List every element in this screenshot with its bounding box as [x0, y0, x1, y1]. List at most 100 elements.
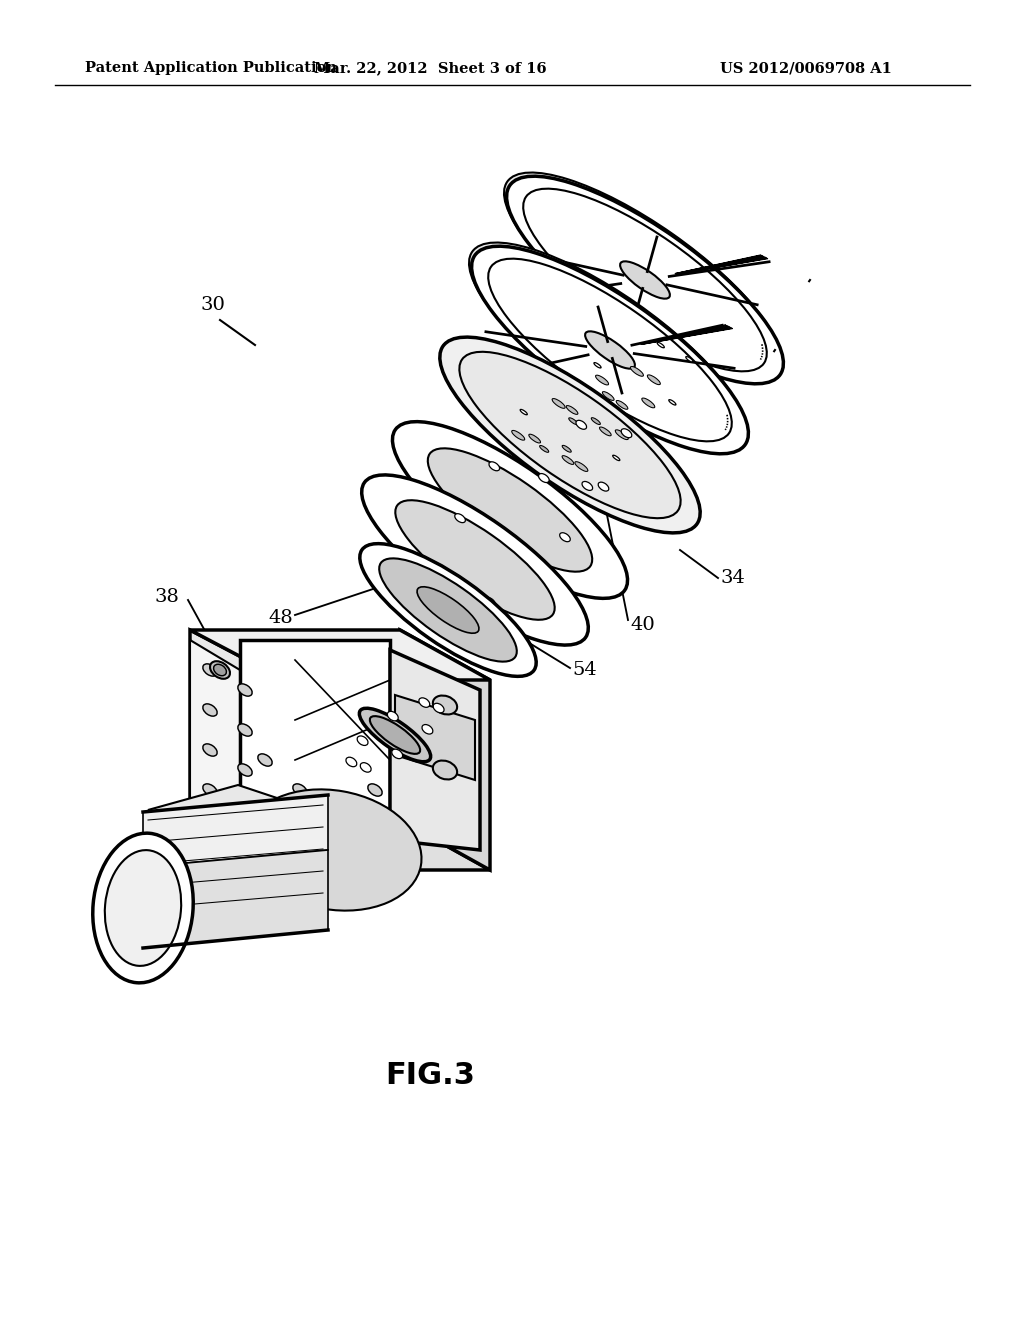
Polygon shape — [395, 696, 475, 780]
Ellipse shape — [642, 399, 654, 408]
Ellipse shape — [631, 367, 643, 376]
Ellipse shape — [238, 723, 252, 737]
Ellipse shape — [497, 494, 510, 503]
Ellipse shape — [370, 717, 420, 754]
Polygon shape — [677, 259, 768, 275]
Ellipse shape — [507, 176, 783, 384]
Ellipse shape — [460, 352, 681, 519]
Polygon shape — [642, 329, 733, 345]
Polygon shape — [675, 256, 763, 273]
Ellipse shape — [357, 630, 368, 639]
Ellipse shape — [616, 400, 628, 409]
Ellipse shape — [368, 784, 382, 796]
Polygon shape — [148, 785, 418, 870]
Ellipse shape — [433, 591, 444, 599]
Ellipse shape — [104, 850, 181, 966]
Ellipse shape — [245, 789, 422, 911]
Ellipse shape — [419, 698, 430, 708]
Ellipse shape — [238, 764, 252, 776]
Ellipse shape — [440, 337, 700, 533]
Ellipse shape — [417, 587, 479, 634]
Ellipse shape — [582, 482, 593, 491]
Ellipse shape — [361, 475, 589, 645]
Ellipse shape — [575, 420, 587, 429]
Ellipse shape — [472, 247, 749, 454]
Text: 30: 30 — [200, 296, 225, 314]
Polygon shape — [390, 649, 480, 850]
Ellipse shape — [357, 737, 368, 746]
Ellipse shape — [512, 430, 524, 440]
Ellipse shape — [203, 744, 217, 756]
Polygon shape — [641, 327, 730, 345]
Ellipse shape — [214, 664, 226, 676]
Ellipse shape — [392, 421, 628, 598]
Ellipse shape — [258, 793, 272, 807]
Ellipse shape — [622, 429, 632, 438]
Ellipse shape — [387, 711, 398, 721]
Ellipse shape — [238, 684, 252, 696]
Polygon shape — [676, 257, 765, 275]
Ellipse shape — [562, 445, 571, 453]
Ellipse shape — [489, 462, 500, 471]
Ellipse shape — [562, 455, 573, 465]
Ellipse shape — [574, 462, 588, 471]
Ellipse shape — [359, 709, 431, 762]
Ellipse shape — [526, 470, 538, 478]
Polygon shape — [400, 630, 490, 870]
Text: 48: 48 — [268, 609, 293, 627]
Ellipse shape — [566, 405, 578, 414]
Text: 40: 40 — [630, 616, 654, 634]
Ellipse shape — [520, 409, 527, 414]
Ellipse shape — [395, 500, 555, 620]
Polygon shape — [675, 255, 761, 273]
Ellipse shape — [621, 261, 670, 298]
Polygon shape — [641, 327, 731, 345]
Ellipse shape — [346, 758, 356, 767]
Ellipse shape — [485, 462, 499, 473]
Ellipse shape — [359, 544, 537, 676]
Ellipse shape — [412, 529, 422, 537]
Text: Patent Application Publication: Patent Application Publication — [85, 61, 337, 75]
Ellipse shape — [258, 754, 272, 766]
Ellipse shape — [433, 704, 444, 713]
Ellipse shape — [520, 549, 531, 558]
Ellipse shape — [392, 421, 628, 598]
Polygon shape — [676, 257, 767, 275]
Polygon shape — [240, 640, 390, 840]
Ellipse shape — [428, 449, 592, 572]
Ellipse shape — [203, 784, 217, 796]
Ellipse shape — [484, 598, 496, 606]
Ellipse shape — [539, 474, 549, 483]
Ellipse shape — [585, 331, 635, 368]
Ellipse shape — [455, 513, 465, 523]
Polygon shape — [190, 820, 490, 870]
Polygon shape — [190, 630, 490, 680]
Ellipse shape — [488, 259, 732, 441]
Ellipse shape — [596, 375, 608, 385]
Ellipse shape — [203, 704, 217, 717]
Text: 38: 38 — [155, 587, 180, 606]
Text: US 2012/0069708 A1: US 2012/0069708 A1 — [720, 61, 892, 75]
Ellipse shape — [447, 508, 455, 513]
Text: Mar. 22, 2012  Sheet 3 of 16: Mar. 22, 2012 Sheet 3 of 16 — [313, 61, 547, 75]
Ellipse shape — [615, 430, 629, 440]
Ellipse shape — [602, 392, 614, 400]
Text: FIG.3: FIG.3 — [385, 1060, 475, 1089]
Ellipse shape — [540, 445, 549, 453]
Ellipse shape — [479, 486, 493, 495]
Ellipse shape — [400, 638, 412, 647]
Polygon shape — [640, 326, 727, 343]
Ellipse shape — [464, 465, 471, 470]
Ellipse shape — [359, 544, 537, 676]
Ellipse shape — [93, 833, 194, 983]
Ellipse shape — [360, 763, 371, 772]
Polygon shape — [143, 850, 328, 948]
Ellipse shape — [560, 533, 570, 541]
Ellipse shape — [348, 793, 362, 807]
Text: 34: 34 — [720, 569, 744, 587]
Ellipse shape — [476, 523, 483, 528]
Polygon shape — [190, 630, 285, 870]
Ellipse shape — [598, 482, 609, 491]
Ellipse shape — [293, 784, 307, 796]
Ellipse shape — [469, 243, 745, 450]
